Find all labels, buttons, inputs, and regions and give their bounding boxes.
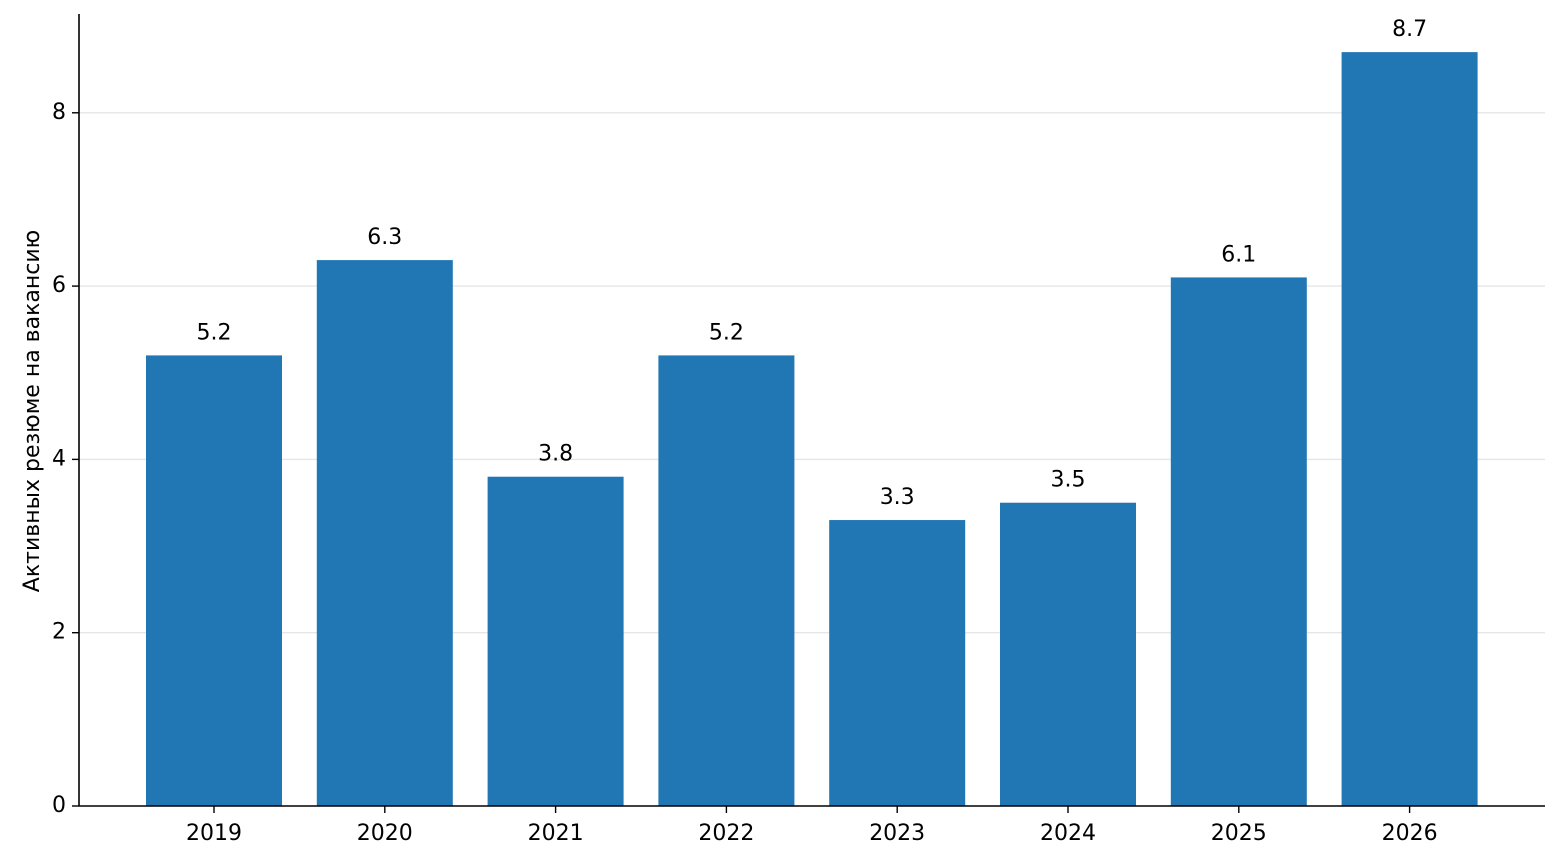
x-tick-label: 2022 <box>698 821 754 846</box>
grid-lines <box>79 112 1545 634</box>
bar-value-label: 3.3 <box>880 485 915 510</box>
bar-2026 <box>1341 52 1478 807</box>
x-tick-label: 2020 <box>357 821 413 846</box>
bar-value-label: 3.5 <box>1051 468 1086 493</box>
bar-2024 <box>1000 502 1136 806</box>
bar-2021 <box>487 476 624 806</box>
axes <box>78 14 1545 807</box>
bar-value-label: 6.3 <box>367 225 402 250</box>
y-ticks: 0 2 4 6 8 <box>52 100 79 818</box>
x-tick-label: 2019 <box>186 821 242 846</box>
x-tick-label: 2026 <box>1382 821 1438 846</box>
y-axis-label: Активных резюме на вакансию <box>20 230 45 592</box>
y-tick-label: 2 <box>52 620 66 645</box>
bars <box>146 52 1478 807</box>
x-tick-label: 2023 <box>869 821 925 846</box>
bar-2022 <box>658 355 795 806</box>
y-tick-label: 8 <box>52 100 66 125</box>
y-tick-label: 0 <box>52 793 66 818</box>
x-tick-label: 2021 <box>528 821 584 846</box>
bar-2020 <box>316 260 453 806</box>
bar-2025 <box>1170 277 1307 806</box>
bar-value-label: 8.7 <box>1392 17 1427 42</box>
bar-value-labels: 5.2 6.3 3.8 5.2 3.3 3.5 6.1 8.7 <box>197 17 1428 510</box>
x-ticks: 2019 2020 2021 2022 2023 2024 2025 2026 <box>186 806 1438 846</box>
y-tick-label: 6 <box>52 273 66 298</box>
x-tick-label: 2024 <box>1040 821 1096 846</box>
x-tick-label: 2025 <box>1211 821 1267 846</box>
bar-2019 <box>146 355 282 806</box>
bar-value-label: 5.2 <box>197 320 232 345</box>
bar-value-label: 3.8 <box>538 442 573 467</box>
bar-2023 <box>829 520 966 806</box>
y-tick-label: 4 <box>52 446 66 471</box>
bar-value-label: 6.1 <box>1221 242 1256 267</box>
bar-value-label: 5.2 <box>709 320 744 345</box>
